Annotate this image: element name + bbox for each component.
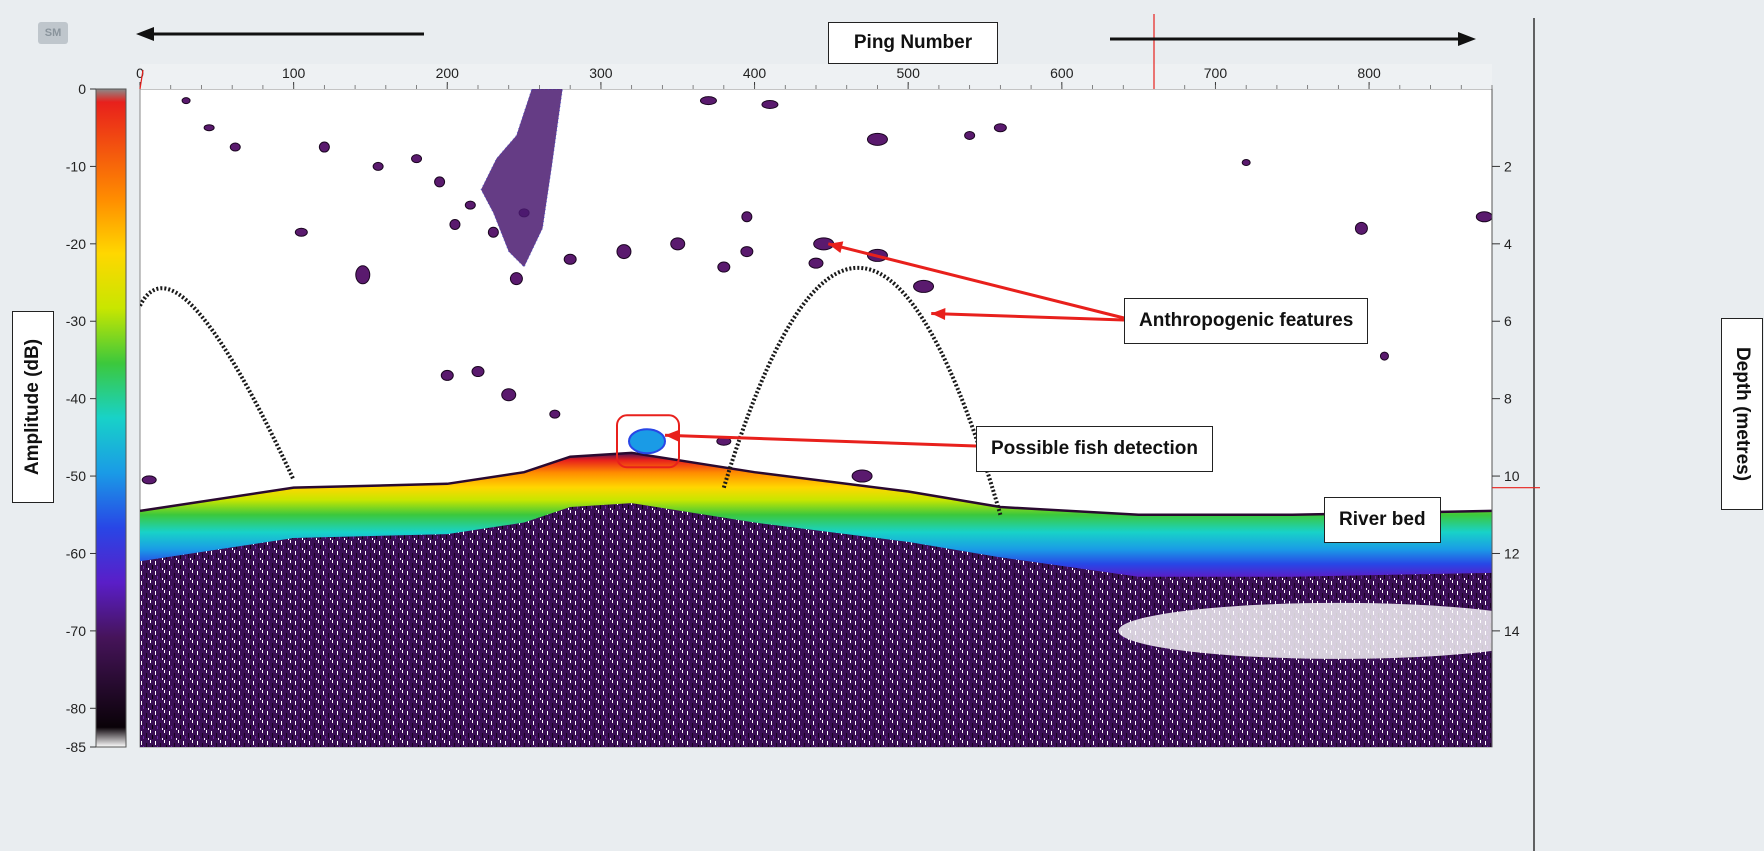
echo-target [501,388,517,402]
echo-target [1379,351,1389,361]
x-tick-label: 0 [136,65,144,81]
colorbar-tick-label: -60 [66,545,86,561]
fish-school-column [481,89,563,268]
echogram-content [140,89,1492,747]
depth-axis-ticks: 2 4 6 8 10 12 14 [1492,158,1520,639]
cursor-crosshair [139,14,1540,489]
sub-bottom-clear-patch [1118,602,1492,659]
echo-target [487,226,499,238]
colorbar [95,88,127,748]
depth-tick-label: 14 [1504,623,1520,639]
ping-ruler [140,64,1492,89]
colorbar-tick-label: -70 [66,623,86,639]
echo-target [434,176,446,188]
echo-target [1354,221,1368,235]
echo-target [294,227,308,237]
echo-target [372,161,384,171]
colorbar-tick-label: -20 [66,236,86,252]
echo-target [761,99,779,109]
arrow-right-icon [1458,32,1476,46]
echo-target [740,246,754,258]
x-tick-label: 700 [1204,65,1228,81]
echo-target [741,211,753,223]
echo-target [440,369,454,381]
echo-target [509,272,523,286]
echo-target [181,97,191,105]
annotation-anthropogenic: Anthropogenic features [1124,298,1369,344]
depth-axis-label-text: Depth (metres) [1732,346,1754,482]
echo-arc-left [140,286,296,481]
arrow-left-icon [136,27,154,41]
x-tick-label: 400 [743,65,767,81]
colorbar-tick-label: -30 [66,313,86,329]
annotation-fish: Possible fish detection [976,426,1213,472]
echo-target [1475,211,1492,223]
echo-target [851,469,873,483]
echo-target [717,261,731,273]
echo-target [563,253,577,265]
x-tick-label: 500 [897,65,921,81]
colorbar-ticks: 0 -10 -20 -30 -40 -50 -60 -70 -80 -85 [66,81,96,755]
echo-arc-middle [721,266,1003,516]
fish-detection-mark [628,428,666,455]
colorbar-tick-label: -80 [66,700,86,716]
echo-target [464,200,476,210]
arrow-fish-head [665,429,680,442]
annotation-arrows [664,241,1403,542]
depth-tick-label: 4 [1504,236,1512,252]
echo-target [549,409,561,419]
fish-school-column-edge [480,89,564,268]
x-tick-label: 600 [1050,65,1074,81]
echo-target [866,132,888,146]
echo-target [141,475,157,485]
x-tick-label: 800 [1357,65,1381,81]
echo-target [471,366,485,378]
echo-target [913,279,935,293]
echo-target [616,244,632,260]
echo-target [964,130,976,140]
echo-target [699,96,717,106]
echo-target [411,154,423,164]
echo-target [449,218,461,230]
depth-tick-label: 10 [1504,468,1520,484]
x-axis-ticks: 0 100 200 300 400 500 600 700 800 [136,65,1493,89]
depth-tick-label: 8 [1504,391,1512,407]
echo-target [203,124,215,132]
echo-target [229,142,241,152]
echo-target [355,265,371,285]
arrow-anthro-2-head [931,307,946,320]
x-tick-label: 100 [282,65,306,81]
echo-target [808,257,824,269]
arrow-anthro-2 [931,311,1125,322]
river-bed-echo [140,452,1492,577]
arrow-fish [664,433,977,448]
echo-target [1241,159,1251,167]
colorbar-tick-label: -40 [66,391,86,407]
colorbar-label-text: Amplitude (dB) [22,338,43,476]
arrow-anthro-1-head [828,241,844,254]
river-bed-line [140,451,1492,517]
echo-target [993,123,1007,133]
colorbar-label: Amplitude (dB) [12,311,54,503]
x-tick-label: 300 [589,65,613,81]
depth-tick-label: 12 [1504,545,1520,561]
annotation-river-bed: River bed [1324,497,1441,543]
fish-detection-box [616,414,680,469]
depth-axis-label: Depth (metres) [1721,318,1763,510]
cursor-origin-mark [139,69,144,90]
depth-tick-label: 6 [1504,313,1512,329]
colorbar-tick-label: -10 [66,158,86,174]
colorbar-tick-label: -50 [66,468,86,484]
x-axis-label: Ping Number [828,22,998,64]
colorbar-tick-label: 0 [78,81,86,97]
echo-target [670,237,686,251]
colorbar-tick-label: -85 [66,739,86,755]
x-tick-label: 200 [436,65,460,81]
app-logo-icon: SM [38,22,68,44]
arrow-anthro-1 [827,242,1125,320]
echo-target [318,141,330,153]
depth-tick-label: 2 [1504,158,1512,174]
